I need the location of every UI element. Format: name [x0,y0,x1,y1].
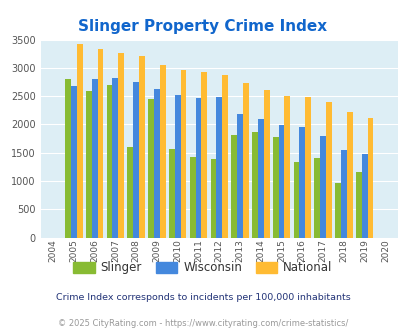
Bar [153,89,160,238]
Bar [334,183,340,238]
Bar [92,79,97,238]
Bar [272,137,278,238]
Bar [139,56,145,238]
Bar [361,154,367,238]
Bar [222,75,227,238]
Bar [133,82,139,238]
Bar [189,157,195,238]
Bar [168,149,175,238]
Bar [201,72,207,238]
Bar [210,159,216,238]
Bar [325,102,331,238]
Bar [107,85,112,238]
Bar [252,132,257,238]
Bar [86,90,92,238]
Bar [118,52,124,238]
Text: Crime Index corresponds to incidents per 100,000 inhabitants: Crime Index corresponds to incidents per… [55,292,350,302]
Bar [112,78,118,238]
Bar [263,90,269,238]
Bar [298,127,305,238]
Bar [148,99,153,238]
Bar [216,97,222,238]
Bar [195,98,201,238]
Bar [284,96,290,238]
Bar [237,114,242,238]
Bar [367,118,373,238]
Bar [180,70,186,238]
Bar [231,135,237,238]
Bar [77,44,82,238]
Bar [293,162,298,238]
Legend: Slinger, Wisconsin, National: Slinger, Wisconsin, National [68,257,337,279]
Bar [313,158,320,238]
Bar [355,172,361,238]
Bar [160,65,165,238]
Bar [257,119,263,238]
Bar [346,112,352,238]
Bar [175,95,180,238]
Bar [320,136,325,238]
Bar [127,147,133,238]
Bar [242,83,248,238]
Bar [278,125,284,238]
Text: Slinger Property Crime Index: Slinger Property Crime Index [78,19,327,34]
Bar [340,150,346,238]
Bar [65,79,71,238]
Bar [305,97,310,238]
Bar [71,86,77,238]
Bar [97,49,103,238]
Text: © 2025 CityRating.com - https://www.cityrating.com/crime-statistics/: © 2025 CityRating.com - https://www.city… [58,319,347,328]
